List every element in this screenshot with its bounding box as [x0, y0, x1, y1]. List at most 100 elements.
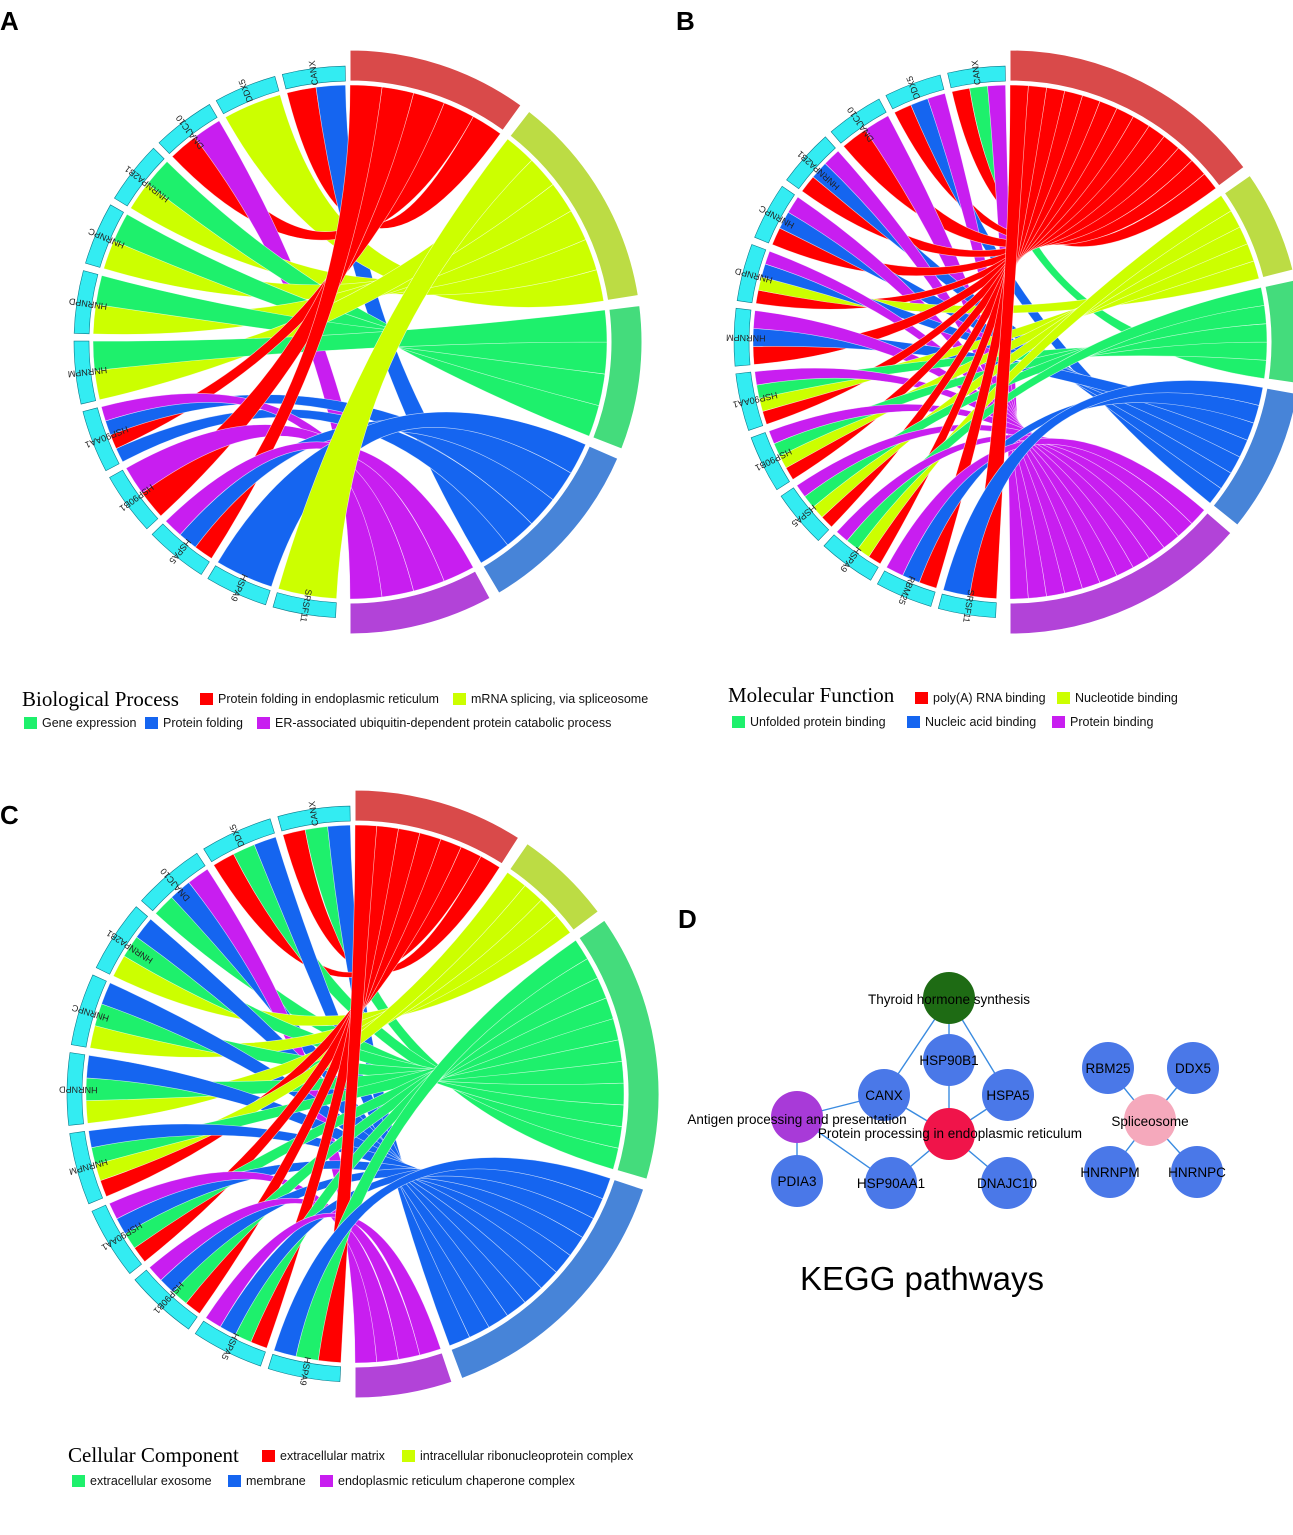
kegg-node-label-hspa5: HSPA5 — [986, 1088, 1029, 1103]
kegg-node-dnajc10 — [981, 1157, 1033, 1209]
panel-c: C CANXDDX5DNAJC10HNRNPA2B1HNRNPCHNRNPDHNR… — [0, 789, 660, 1488]
legend-label-red: Protein folding in endoplasmic reticulum — [218, 692, 439, 706]
kegg-node-label-hnrnpc: HNRNPC — [1168, 1165, 1226, 1180]
gene-arc-hnrnpc — [70, 974, 107, 1048]
legend-swatch-yellow — [402, 1450, 415, 1462]
term-arc-blue — [1212, 387, 1293, 526]
gene-label-canx: CANX — [307, 60, 320, 86]
gene-arc-hsp90aa1 — [91, 1204, 142, 1274]
gene-arc-canx — [277, 805, 351, 832]
gene-arc-hspa5 — [780, 487, 830, 542]
legend-label-yellow: Nucleotide binding — [1075, 691, 1178, 705]
legend-swatch-red — [262, 1450, 275, 1462]
legend-swatch-blue — [145, 717, 158, 729]
kegg-nodes: Thyroid hormone synthesis Antigen process… — [687, 972, 1226, 1209]
legend-swatch-red — [200, 693, 213, 705]
term-arc-green — [1264, 279, 1293, 384]
legend-swatch-green — [732, 716, 745, 728]
gene-label-canx: CANX — [970, 60, 983, 86]
ribbon-hspa9-blue — [217, 411, 587, 588]
gene-label-hnrnpd: HNRNPD — [58, 1084, 97, 1095]
arcs: CANXDDX5DNAJC10HNRNPA2B1HNRNPCHNRNPDHNRN… — [67, 49, 643, 635]
kegg-node-hnrnpc — [1171, 1146, 1223, 1198]
legend-label-red: extracellular matrix — [280, 1449, 386, 1463]
kegg-node-label-hnrnpm: HNRNPM — [1080, 1165, 1139, 1180]
kegg-node-spliceosome — [1124, 1094, 1176, 1146]
term-arc-yellow — [509, 842, 599, 931]
panel-d: D Thyroid hormone synthesis Antigen proces… — [678, 904, 1226, 1297]
gene-arc-dnajc10 — [830, 98, 887, 144]
kegg-node-protein — [923, 1108, 975, 1160]
gene-arc-hsp90aa1 — [82, 407, 120, 472]
gene-label-hnrnpm: HNRNPM — [726, 333, 766, 344]
ribbon-rbm25-purple — [886, 438, 1205, 576]
kegg-node-label-pdia3: PDIA3 — [777, 1174, 816, 1189]
legend-swatch-green — [24, 717, 37, 729]
gene-arc-srsf11 — [937, 593, 997, 618]
kegg-node-hsp90b1 — [923, 1034, 975, 1086]
legend-swatch-blue — [907, 716, 920, 728]
kegg-node-label-spliceosome: Spliceosome — [1111, 1114, 1188, 1129]
term-arc-red — [349, 49, 522, 132]
gene-arc-canx — [947, 65, 1006, 89]
term-arc-yellow — [1223, 174, 1293, 279]
kegg-node-label-hsp90aa1: HSP90AA1 — [857, 1176, 925, 1191]
term-arc-yellow — [509, 110, 639, 301]
kegg-node-thyroid — [923, 972, 975, 1024]
panel-letter: B — [676, 6, 695, 36]
term-arc-red — [354, 789, 520, 865]
gene-arc-srsf11 — [272, 592, 337, 618]
arcs: CANXDDX5DNAJC10HNRNPA2B1HNRNPCHNRNPDHNRN… — [58, 789, 660, 1399]
gene-arc-hnrnpm — [69, 1131, 104, 1205]
term-arc-purple — [354, 1352, 453, 1399]
gene-arc-hspa5 — [194, 1320, 266, 1367]
legend-label-blue: membrane — [246, 1474, 306, 1488]
legend-label-green: Unfolded protein binding — [750, 715, 886, 729]
kegg-node-rbm25 — [1082, 1042, 1134, 1094]
term-arc-blue — [482, 445, 619, 594]
gene-arc-hnrnpa2b1 — [114, 147, 165, 207]
kegg-node-hsp90aa1 — [865, 1157, 917, 1209]
ribbons — [92, 84, 608, 600]
legend-swatch-yellow — [1057, 692, 1070, 704]
gene-arc-hnrnpc — [85, 204, 124, 268]
legend: Biological Process Protein folding in end… — [22, 687, 648, 730]
panel-letter: C — [0, 800, 19, 830]
legend-label-green: Gene expression — [42, 716, 137, 730]
gene-arc-hspa9 — [207, 565, 271, 606]
ribbons — [752, 84, 1268, 600]
legend-label-red: poly(A) RNA binding — [933, 691, 1046, 705]
kegg-node-label-hsp90b1: HSP90B1 — [919, 1053, 978, 1068]
gene-label-hnrnpm: HNRNPM — [67, 365, 107, 379]
legend-label-yellow: mRNA splicing, via spliceosome — [471, 692, 648, 706]
legend-title: Biological Process — [22, 687, 179, 711]
legend-swatch-yellow — [453, 693, 466, 705]
legend-label-green: extracellular exosome — [90, 1474, 212, 1488]
kegg-title: KEGG pathways — [800, 1260, 1044, 1297]
panel-a: A CANXDDX5DNAJC10HNRNPA2B1HNRNPCHNRNPDHNR… — [0, 6, 648, 730]
kegg-node-label-canx: CANX — [865, 1088, 903, 1103]
kegg-node-label-protein: Protein processing in endoplasmic reticu… — [818, 1126, 1082, 1141]
term-arc-purple — [1009, 512, 1232, 635]
legend-swatch-blue — [228, 1475, 241, 1487]
panel-letter: D — [678, 904, 697, 934]
kegg-node-label-antigen: Antigen processing and presentation — [687, 1112, 906, 1127]
legend-title: Cellular Component — [68, 1443, 239, 1467]
kegg-node-label-dnajc10: DNAJC10 — [977, 1176, 1037, 1191]
gene-arc-hnrnpd — [736, 244, 767, 304]
gene-arc-hsp90b1 — [109, 469, 159, 530]
gene-arc-hspa5 — [151, 523, 210, 575]
gene-arc-ddx5 — [215, 76, 280, 115]
legend-label-blue: Nucleic acid binding — [925, 715, 1036, 729]
gene-arc-hsp90aa1 — [735, 371, 764, 431]
ribbon-hnrnpm-green — [92, 309, 608, 371]
gene-arc-hspa9 — [267, 1353, 342, 1382]
kegg-node-pdia3 — [771, 1155, 823, 1207]
gene-label-canx: CANX — [307, 800, 320, 826]
legend-swatch-red — [915, 692, 928, 704]
gene-arc-hnrnpa2b1 — [95, 906, 149, 975]
gene-arc-hnrnpm — [733, 307, 752, 367]
gene-arc-hnrnpm — [73, 340, 97, 405]
gene-arc-canx — [281, 65, 346, 90]
